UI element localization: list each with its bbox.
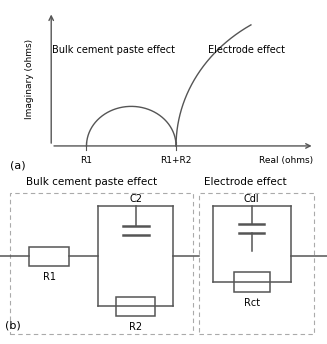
Bar (10, 193, 193, 334)
Text: Rct: Rct (244, 298, 260, 308)
Text: (a): (a) (10, 160, 26, 170)
Bar (199, 193, 314, 334)
Text: R2: R2 (129, 322, 142, 332)
Text: Cdl: Cdl (244, 194, 260, 204)
Text: Imaginary (ohms): Imaginary (ohms) (25, 39, 34, 119)
Text: Bulk cement paste effect: Bulk cement paste effect (52, 45, 175, 55)
Text: R1+R2: R1+R2 (160, 155, 192, 164)
Text: R1: R1 (43, 272, 56, 282)
Text: Electrode effect: Electrode effect (208, 45, 285, 55)
Text: (b): (b) (5, 320, 21, 330)
Text: Real (ohms): Real (ohms) (259, 155, 313, 164)
Bar (29, 247, 69, 266)
Text: Electrode effect: Electrode effect (204, 176, 286, 187)
Bar (234, 272, 270, 292)
Text: R1: R1 (80, 155, 93, 164)
Text: Bulk cement paste effect: Bulk cement paste effect (26, 176, 157, 187)
Bar (116, 297, 155, 316)
Text: C2: C2 (129, 194, 142, 204)
